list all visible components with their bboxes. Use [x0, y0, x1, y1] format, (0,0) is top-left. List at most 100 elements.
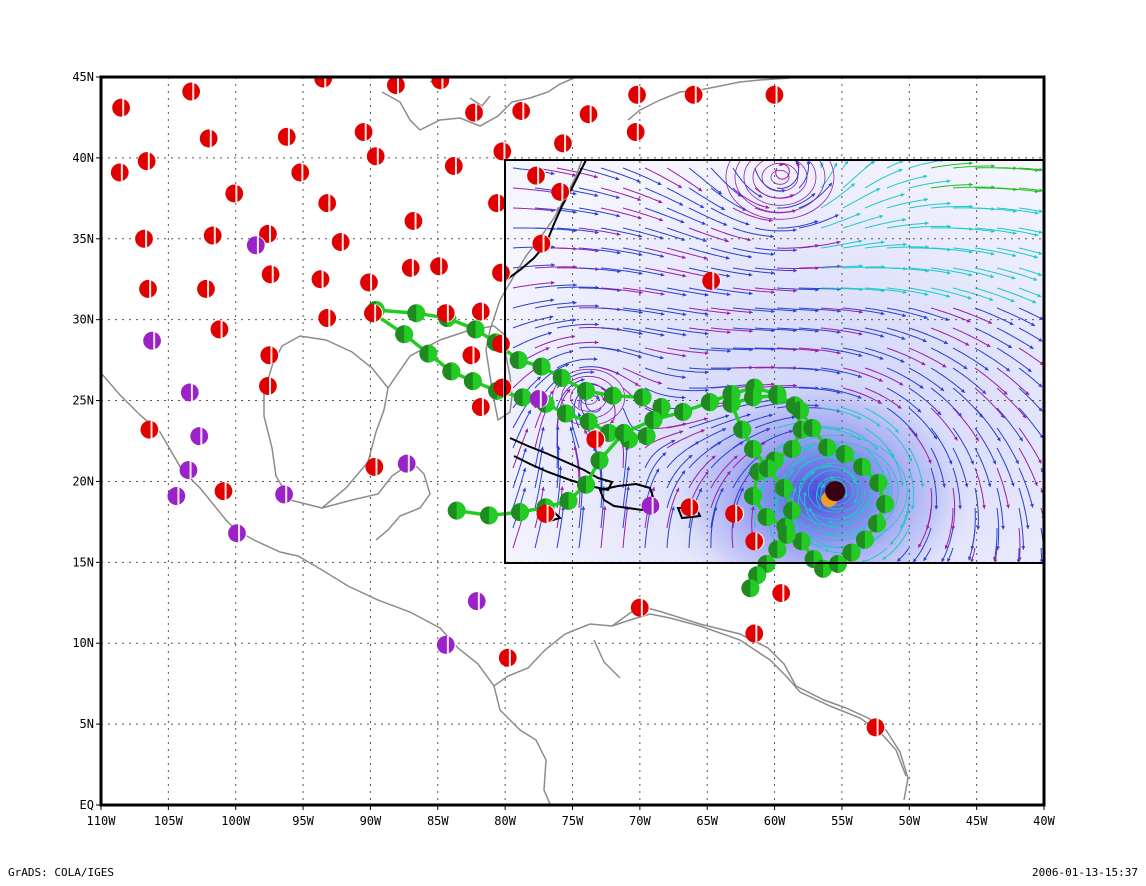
streamline-arrow	[727, 330, 731, 335]
streamline-arrow	[527, 409, 531, 414]
streamline	[600, 367, 640, 387]
track-point	[603, 386, 622, 405]
station-marker-red	[214, 482, 234, 501]
streamline-arrow	[626, 486, 630, 491]
streamline-arrow	[724, 238, 729, 243]
track-marker-half	[612, 386, 622, 405]
track-point	[744, 440, 763, 459]
streamline-arrow	[1016, 559, 1021, 563]
track-point	[466, 320, 485, 339]
track-point	[576, 475, 595, 494]
streamline	[666, 167, 703, 192]
streamline-arrow	[682, 312, 687, 317]
streamline	[1018, 507, 1024, 550]
streamline-arrow	[858, 239, 863, 244]
streamline	[886, 198, 929, 209]
streamline	[710, 506, 717, 549]
streamline-arrow	[947, 557, 951, 562]
station-marker-purple	[246, 236, 266, 255]
streamline-arrow	[877, 400, 882, 404]
streamline	[666, 387, 709, 392]
streamline-arrow	[615, 195, 620, 199]
streamline	[864, 387, 902, 410]
streamline	[578, 207, 621, 217]
streamline-arrow	[858, 353, 863, 357]
streamline-arrow	[793, 383, 797, 388]
streamline	[828, 507, 866, 524]
station-marker-red	[579, 105, 599, 124]
streamline	[886, 267, 929, 272]
streamline	[556, 341, 599, 349]
streamline	[688, 207, 728, 226]
streamline-arrow	[556, 446, 561, 450]
streamline-arrow	[573, 300, 577, 305]
streamline-arrow	[705, 388, 709, 393]
track-marker-half	[599, 451, 609, 470]
streamline-arrow	[662, 452, 667, 457]
streamline	[908, 427, 932, 464]
streamline-arrow	[900, 193, 905, 197]
streamline	[908, 447, 924, 488]
streamline	[974, 207, 1017, 212]
track-point	[652, 398, 671, 417]
streamline	[600, 247, 643, 256]
station-marker-red	[725, 504, 745, 523]
track-marker-half	[709, 393, 719, 412]
track-point	[513, 388, 532, 407]
streamline	[974, 427, 997, 465]
streamline	[710, 413, 751, 429]
streamline-arrow	[722, 428, 727, 432]
streamline-arrow	[1025, 525, 1030, 529]
streamline	[798, 182, 833, 209]
streamline-arrow	[1012, 253, 1017, 258]
streamline	[952, 307, 993, 324]
streamline-arrow	[979, 413, 983, 418]
streamline-arrow	[594, 174, 598, 179]
streamline-arrow	[638, 234, 643, 238]
streamline-arrow	[675, 487, 680, 492]
streamline	[644, 367, 686, 378]
streamline	[644, 207, 685, 224]
streamline-arrow	[934, 505, 939, 510]
station-marker-red	[462, 346, 482, 365]
station-marker-red	[318, 194, 338, 213]
streamline-arrow	[573, 446, 578, 451]
streamline	[688, 367, 732, 370]
streamline-arrow	[900, 359, 905, 363]
streamline	[952, 467, 961, 510]
track-marker-half	[731, 394, 741, 413]
streamline-arrow	[982, 390, 986, 394]
streamline-arrow	[1038, 383, 1043, 388]
streamline	[974, 347, 1011, 372]
streamline-arrow	[836, 240, 841, 245]
streamline	[775, 163, 790, 180]
station-marker-red	[586, 430, 606, 449]
streamline-arrow	[946, 270, 951, 275]
streamline	[534, 284, 577, 289]
track-point	[814, 559, 833, 578]
streamline	[842, 347, 884, 360]
streamline	[996, 327, 1034, 350]
streamline-arrow	[900, 524, 904, 529]
streamline	[908, 267, 951, 274]
track-marker-half	[451, 362, 461, 381]
streamline	[912, 527, 932, 563]
streamline	[622, 287, 665, 295]
track-point	[768, 386, 787, 405]
streamline	[754, 247, 797, 251]
streamline	[908, 225, 951, 229]
streamline	[993, 528, 998, 561]
streamline-arrow	[1030, 503, 1034, 508]
streamline-arrow	[766, 428, 771, 432]
station-marker-red	[866, 718, 886, 737]
track-point	[855, 530, 874, 549]
track-marker-half	[561, 368, 571, 387]
streamline	[799, 265, 842, 269]
streamline	[666, 487, 680, 529]
streamline	[1018, 347, 1044, 366]
streamline	[798, 241, 841, 249]
station-marker-red	[630, 598, 650, 617]
streamline	[776, 307, 819, 312]
streamline	[644, 227, 686, 241]
track-point	[741, 579, 760, 598]
